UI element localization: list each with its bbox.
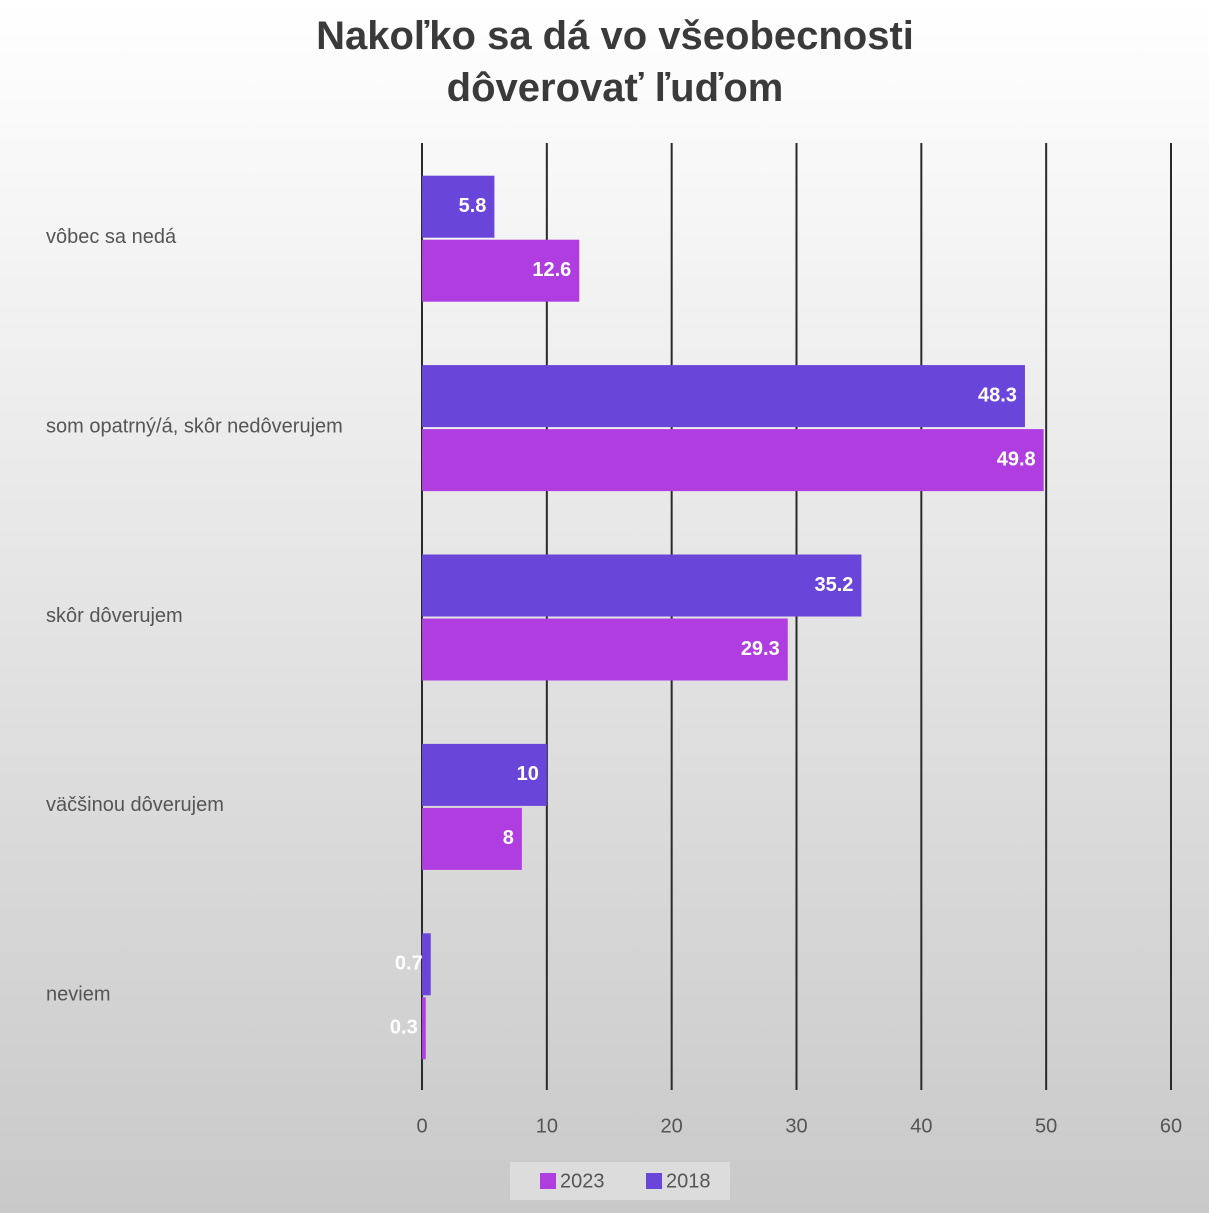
legend-label: 2023 <box>560 1170 605 1192</box>
value-label: 8 <box>503 827 514 849</box>
bar <box>422 807 522 870</box>
bar <box>422 365 1025 428</box>
legend-label: 2018 <box>666 1170 711 1192</box>
x-tick-label: 0 <box>416 1115 427 1137</box>
x-tick-label: 10 <box>536 1115 558 1137</box>
x-tick-label: 20 <box>661 1115 683 1137</box>
y-tick-label: neviem <box>46 984 110 1006</box>
value-label: 35.2 <box>814 574 853 596</box>
bar <box>422 997 426 1060</box>
value-label: 29.3 <box>741 638 780 660</box>
bar <box>422 239 580 302</box>
y-tick-label: väčšinou dôverujem <box>46 794 224 816</box>
x-tick-label: 50 <box>1035 1115 1057 1137</box>
bar <box>422 429 1044 492</box>
y-tick-label: som opatrný/á, skôr nedôverujem <box>46 415 343 437</box>
bar <box>422 618 788 681</box>
legend-swatch <box>646 1173 662 1189</box>
x-tick-label: 40 <box>910 1115 932 1137</box>
bar <box>422 175 495 238</box>
bar <box>422 743 547 806</box>
y-tick-label: vôbec sa nedá <box>46 226 177 248</box>
x-tick-label: 30 <box>785 1115 807 1137</box>
y-tick-label: skôr dôverujem <box>46 605 183 627</box>
legend-swatch <box>540 1173 556 1189</box>
value-label: 10 <box>517 763 539 785</box>
value-label: 5.8 <box>459 195 487 217</box>
value-label: 49.8 <box>997 448 1036 470</box>
bar <box>422 554 862 617</box>
value-label: 0.3 <box>390 1017 418 1039</box>
bar <box>422 933 431 996</box>
chart-title: Nakoľko sa dá vo všeobecnosti dôverovať … <box>316 14 914 110</box>
value-label: 48.3 <box>978 384 1017 406</box>
value-label: 0.7 <box>395 953 423 975</box>
x-tick-label: 60 <box>1160 1115 1182 1137</box>
value-label: 12.6 <box>532 259 571 281</box>
